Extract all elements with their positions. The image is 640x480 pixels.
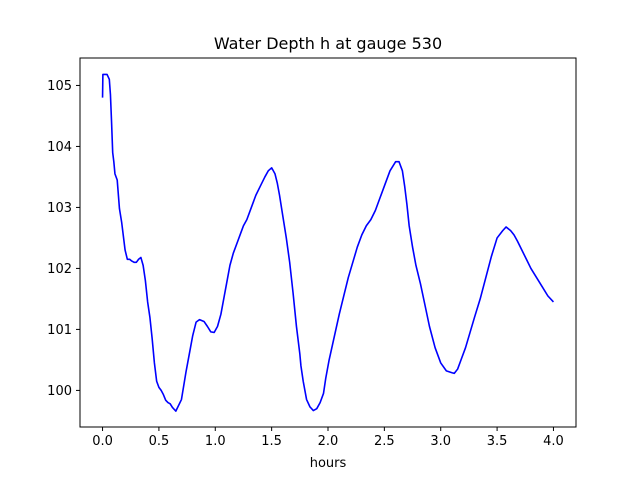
x-tick-label: 3.0 [430,434,451,449]
x-tick-label: 4.0 [543,434,564,449]
y-axis-ticks: 100 101 102 103 104 105 [47,79,80,399]
plot-frame [79,57,577,428]
line-layer [101,73,555,412]
x-tick-label: 1.0 [205,434,226,449]
x-tick-label: 0.0 [92,434,113,449]
x-tick-label: 2.5 [374,434,395,449]
y-tick-label: 101 [47,323,72,338]
x-tick-label: 0.5 [149,434,170,449]
x-tick-label: 3.5 [487,434,508,449]
x-axis-ticks: 0.0 0.5 1.0 1.5 2.0 2.5 3.0 3.5 4.0 [92,427,564,449]
y-tick-label: 105 [47,79,72,94]
y-tick-label: 104 [47,140,72,155]
plot-area [80,58,576,427]
x-tick-label: 2.0 [318,434,339,449]
series-line-0 [101,73,555,412]
y-tick-label: 103 [47,201,72,216]
chart-title: Water Depth h at gauge 530 [214,34,442,53]
y-tick-label: 102 [47,262,72,277]
x-tick-label: 1.5 [261,434,282,449]
y-tick-label: 100 [47,384,72,399]
x-axis-label: hours [310,456,347,471]
